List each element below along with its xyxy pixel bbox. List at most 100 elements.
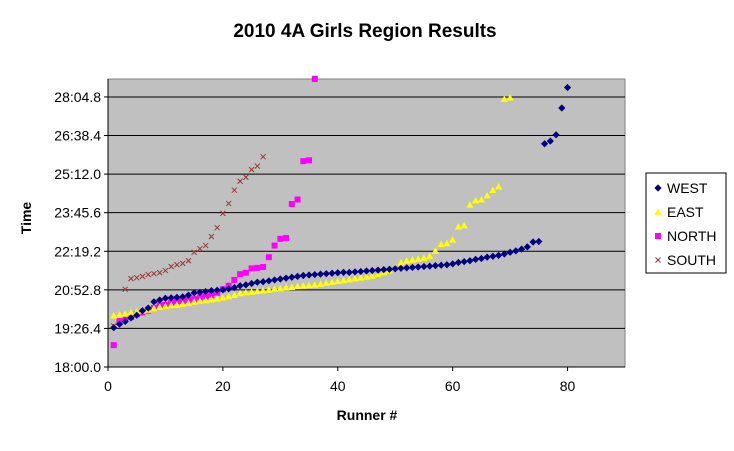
data-point-west xyxy=(225,285,233,293)
data-point-east xyxy=(161,302,170,310)
data-point-west xyxy=(184,291,193,299)
data-point-west xyxy=(449,260,457,268)
data-point-north xyxy=(260,263,267,270)
data-point-east xyxy=(288,283,296,290)
data-point-north xyxy=(231,276,238,283)
data-point-east xyxy=(500,95,508,102)
data-point-west xyxy=(500,250,508,258)
data-point-east xyxy=(316,280,325,287)
data-point-east xyxy=(265,286,273,293)
data-point-west xyxy=(380,266,388,274)
data-point-west xyxy=(328,269,336,277)
data-point-west xyxy=(563,83,572,92)
data-point-south xyxy=(225,200,232,207)
data-point-west xyxy=(414,263,422,271)
data-point-west xyxy=(276,275,284,283)
data-point-west xyxy=(202,287,210,296)
legend-label-east: EAST xyxy=(667,204,704,220)
data-point-east xyxy=(420,254,428,261)
data-point-west xyxy=(374,266,382,274)
data-point-west xyxy=(293,272,302,280)
data-point-west xyxy=(270,276,279,284)
data-point-east xyxy=(173,301,181,308)
data-point-south xyxy=(145,271,152,278)
data-point-south xyxy=(168,263,175,270)
data-point-east xyxy=(477,195,485,203)
data-point-east xyxy=(270,285,279,292)
data-point-east xyxy=(236,289,244,297)
data-point-south xyxy=(162,267,169,274)
data-point-south xyxy=(139,273,146,280)
data-point-west xyxy=(190,289,198,297)
data-point-west xyxy=(357,267,365,276)
data-point-west xyxy=(127,314,135,322)
data-point-east xyxy=(230,291,238,298)
data-point-east xyxy=(460,221,468,229)
y-tick-label: 19:26.4 xyxy=(54,320,101,336)
data-point-west xyxy=(506,248,514,256)
data-point-east xyxy=(374,270,382,278)
data-point-east xyxy=(311,281,319,288)
data-point-east xyxy=(293,282,302,290)
legend-label-west: WEST xyxy=(667,180,708,196)
data-point-west xyxy=(529,238,537,246)
data-point-west xyxy=(236,282,244,290)
data-point-west xyxy=(385,265,394,273)
data-point-south xyxy=(179,260,186,267)
data-point-west xyxy=(472,255,480,263)
data-point-south xyxy=(122,286,129,293)
data-point-east xyxy=(156,303,164,311)
data-point-east xyxy=(345,275,353,283)
data-point-west xyxy=(362,267,371,275)
data-point-east xyxy=(190,298,198,305)
data-point-east xyxy=(213,295,221,302)
data-point-south xyxy=(133,274,140,281)
data-point-west xyxy=(454,258,463,267)
data-point-west xyxy=(518,245,526,253)
data-point-west xyxy=(368,266,376,275)
data-point-west xyxy=(322,270,330,278)
data-point-east xyxy=(414,255,422,262)
data-point-east xyxy=(121,310,129,317)
data-point-west xyxy=(552,131,560,139)
data-point-north xyxy=(294,196,301,203)
data-point-west xyxy=(339,268,348,276)
data-point-south xyxy=(248,166,255,173)
data-point-west xyxy=(316,270,325,278)
data-point-west xyxy=(523,243,531,251)
data-point-south xyxy=(197,245,203,252)
data-point-west xyxy=(133,311,141,319)
data-point-west xyxy=(167,294,175,302)
data-point-north xyxy=(208,292,215,299)
data-point-east xyxy=(242,288,250,296)
data-point-north xyxy=(242,269,249,276)
data-point-west xyxy=(477,254,485,263)
data-point-south xyxy=(156,269,163,276)
y-tick-label: 20:52.8 xyxy=(54,282,101,298)
data-point-east xyxy=(362,273,371,280)
data-point-east xyxy=(351,274,359,282)
data-point-west xyxy=(460,258,468,266)
data-point-west xyxy=(408,263,417,272)
data-point-south xyxy=(260,153,266,160)
data-point-west xyxy=(248,279,256,288)
legend-marker-south xyxy=(655,257,661,263)
data-point-east xyxy=(506,94,514,101)
data-point-east xyxy=(466,201,474,208)
data-point-west xyxy=(351,268,359,276)
data-point-south xyxy=(220,210,226,217)
data-point-north xyxy=(277,235,284,242)
data-point-west xyxy=(305,271,313,279)
legend-label-north: NORTH xyxy=(667,228,717,244)
data-point-east xyxy=(259,287,267,294)
legend: WEST EAST NORTH SOUTH xyxy=(645,172,727,274)
data-point-west xyxy=(282,274,290,282)
data-point-east xyxy=(431,247,440,254)
data-point-west xyxy=(489,252,497,260)
data-point-east xyxy=(225,292,233,300)
data-point-west xyxy=(253,278,261,286)
plot-background xyxy=(107,78,626,368)
data-point-west xyxy=(443,261,451,269)
